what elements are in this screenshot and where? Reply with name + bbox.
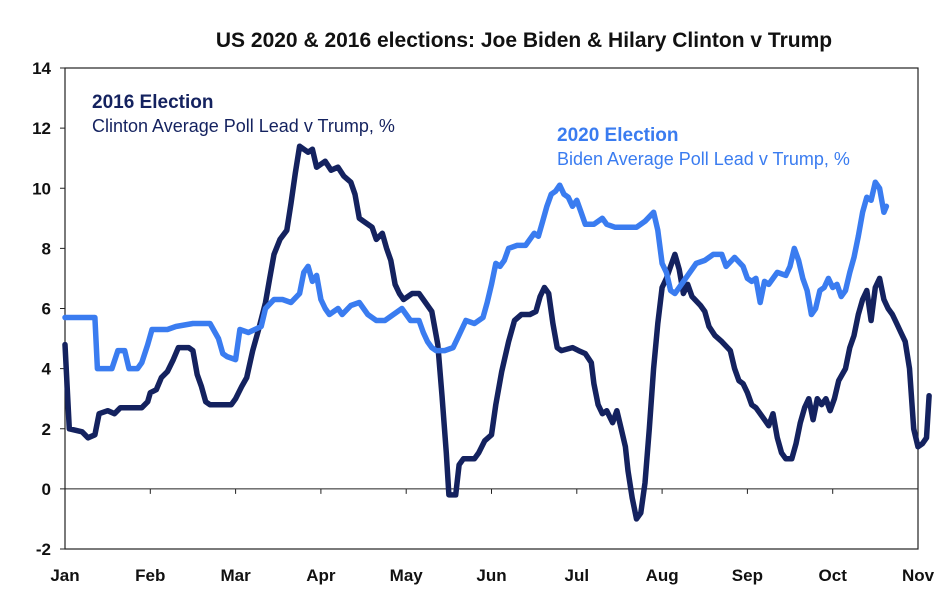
x-tick-label: Oct [819, 566, 848, 585]
series-line-2016 [62, 143, 932, 522]
x-tick-label: Sep [732, 566, 763, 585]
series-line-2020 [62, 179, 890, 372]
legend-2020: 2020 Election Biden Average Poll Lead v … [557, 125, 850, 169]
y-axis: 14 12 10 8 6 4 2 0 -2 [32, 59, 65, 559]
x-tick-label: Mar [220, 566, 251, 585]
x-tick-label: Jan [50, 566, 79, 585]
plot-frame [64, 67, 919, 550]
plot-border [64, 67, 919, 550]
x-tick-label: Apr [306, 566, 336, 585]
chart-title: US 2020 & 2016 elections: Joe Biden & Hi… [216, 29, 832, 52]
x-tick-label: Feb [135, 566, 165, 585]
x-tick-label: Jul [565, 566, 590, 585]
x-tick-label: May [390, 566, 424, 585]
label-2016-subtitle: Clinton Average Poll Lead v Trump, % [92, 116, 395, 136]
x-axis: Jan Feb Mar Apr May Jun Jul Aug Sep Oct Nov [50, 488, 935, 585]
y-tick-label: 8 [42, 239, 51, 258]
y-tick-label: 6 [42, 300, 51, 319]
y-tick-label: 14 [32, 59, 51, 78]
y-tick-label: 0 [42, 480, 51, 499]
y-tick-label: 2 [42, 420, 51, 439]
x-tick-label: Nov [902, 566, 935, 585]
y-tick-label: 4 [42, 360, 52, 379]
y-tick-label: -2 [36, 540, 51, 559]
y-tick-label: 12 [32, 119, 51, 138]
x-tick-label: Aug [646, 566, 679, 585]
label-2020-title: 2020 Election [557, 125, 678, 146]
x-tick-label: Jun [476, 566, 506, 585]
label-2020-subtitle: Biden Average Poll Lead v Trump, % [557, 149, 850, 169]
y-tick-label: 10 [32, 179, 51, 198]
label-2016-title: 2016 Election [92, 92, 213, 113]
plot-lines [62, 143, 932, 522]
legend-2016: 2016 Election Clinton Average Poll Lead … [92, 92, 395, 136]
